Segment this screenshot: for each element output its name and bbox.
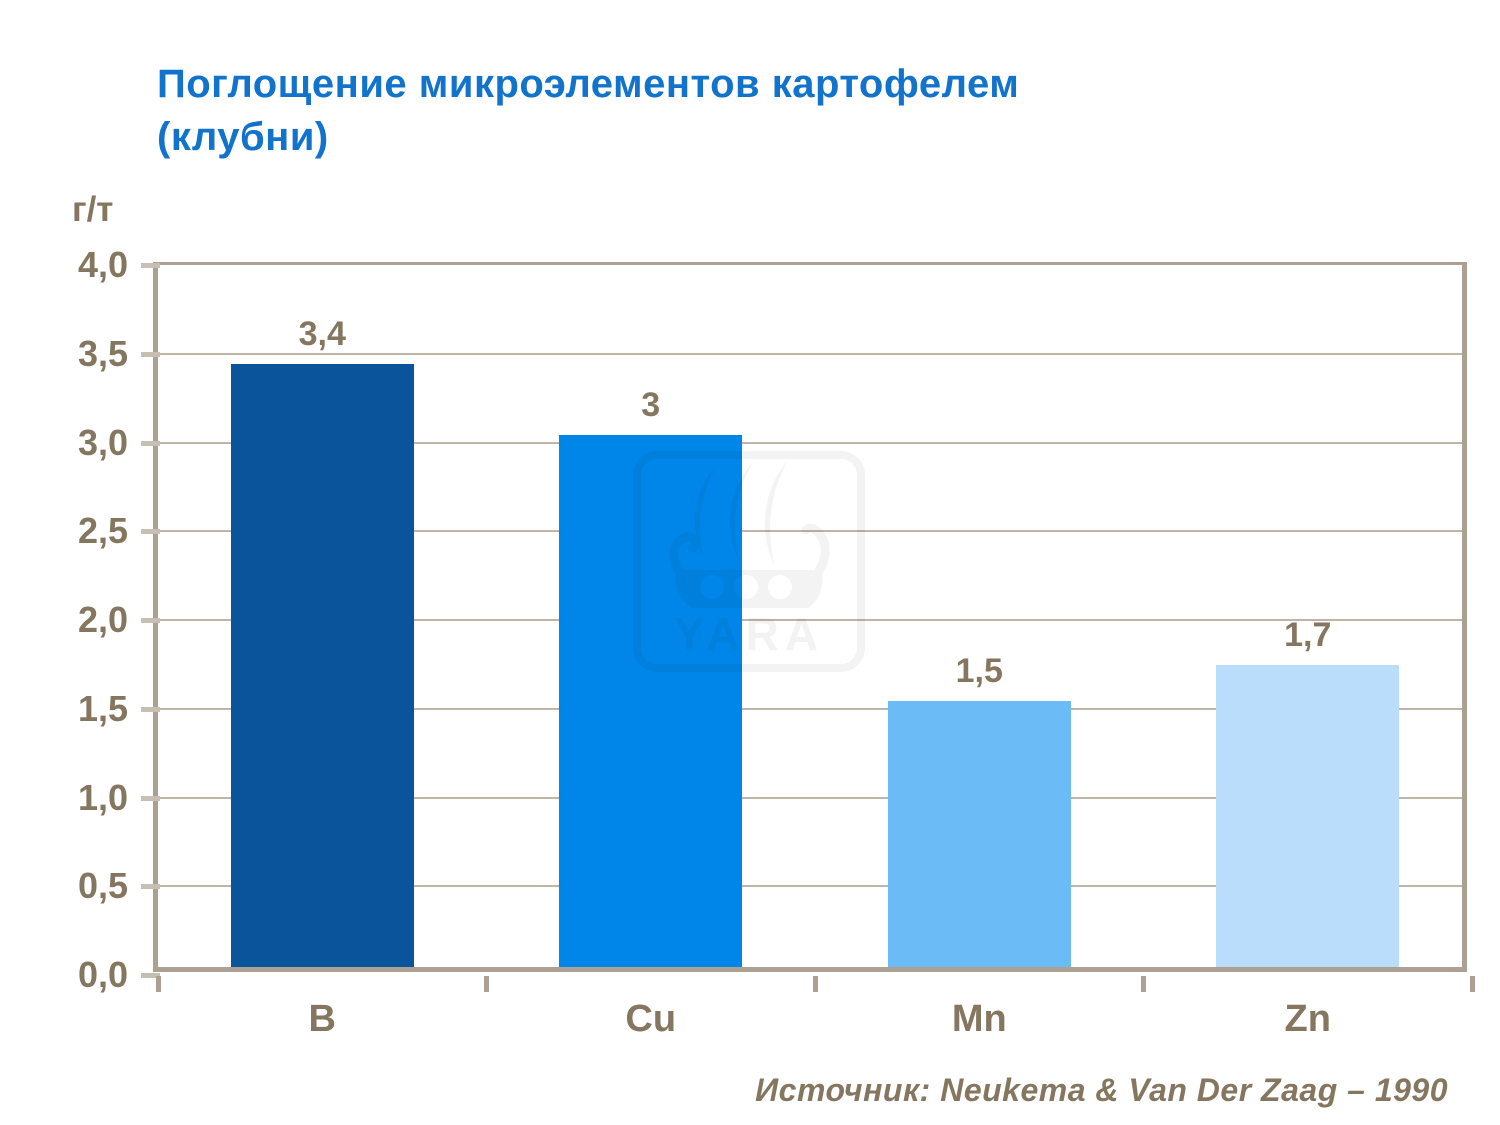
- x-axis-tick-1: [484, 976, 489, 992]
- y-axis-label-1,0: 1,0: [77, 776, 128, 818]
- y-axis-tick-1,5: [141, 706, 160, 712]
- x-axis-tick-0: [155, 976, 161, 992]
- y-axis-label-3,5: 3,5: [77, 332, 128, 374]
- y-axis-label-0,0: 0,0: [77, 954, 128, 995]
- y-axis-tick-4,0: [141, 263, 160, 268]
- bar-cu: [559, 434, 743, 967]
- category-label-cu: Cu: [625, 998, 677, 1040]
- category-label-zn: Zn: [1284, 998, 1331, 1040]
- y-axis-label-3,0: 3,0: [77, 421, 128, 463]
- y-axis-label-1,5: 1,5: [77, 687, 128, 729]
- source-citation: Источник: Neukema & Van Der Zaag – 1990: [755, 1072, 1448, 1108]
- y-axis-tick-0,5: [141, 884, 160, 890]
- bar-b: [230, 363, 414, 967]
- x-axis-tick-3: [1141, 976, 1146, 992]
- x-axis-tick-4: [1469, 976, 1475, 992]
- gridline-1,5: [158, 707, 1462, 710]
- gridline-1,0: [158, 796, 1462, 799]
- value-label-cu: 3: [641, 385, 661, 424]
- y-axis-tick-1,0: [141, 795, 160, 801]
- plot-area: 3,4 3 1,5 1,7: [153, 262, 1467, 972]
- y-axis-tick-3,5: [141, 351, 160, 357]
- x-axis-tick-2: [812, 976, 818, 992]
- category-label-b: B: [308, 998, 336, 1040]
- y-axis-tick-0,0: [141, 973, 160, 978]
- y-axis-label-0,5: 0,5: [77, 865, 128, 907]
- y-axis-tick-2,0: [141, 618, 160, 623]
- gridline-3,5: [158, 352, 1462, 355]
- y-axis-label-2,5: 2,5: [77, 510, 128, 552]
- y-axis-label-2,0: 2,0: [77, 599, 128, 640]
- y-axis-tick-3,0: [141, 440, 160, 446]
- gridline-0,5: [158, 885, 1462, 888]
- bar-zn: [1216, 665, 1400, 967]
- y-axis-tick-2,5: [141, 529, 160, 535]
- gridline-3,0: [158, 441, 1462, 444]
- y-axis-unit-label: г/т: [72, 190, 114, 229]
- chart-title: Поглощение микроэлементов картофелем (кл…: [157, 62, 1020, 159]
- category-label-mn: Mn: [951, 998, 1007, 1040]
- value-label-mn: 1,5: [955, 651, 1003, 690]
- value-label-b: 3,4: [298, 314, 346, 353]
- y-axis-label-4,0: 4,0: [77, 244, 128, 285]
- value-label-zn: 1,7: [1284, 616, 1332, 655]
- bar-mn: [887, 700, 1071, 967]
